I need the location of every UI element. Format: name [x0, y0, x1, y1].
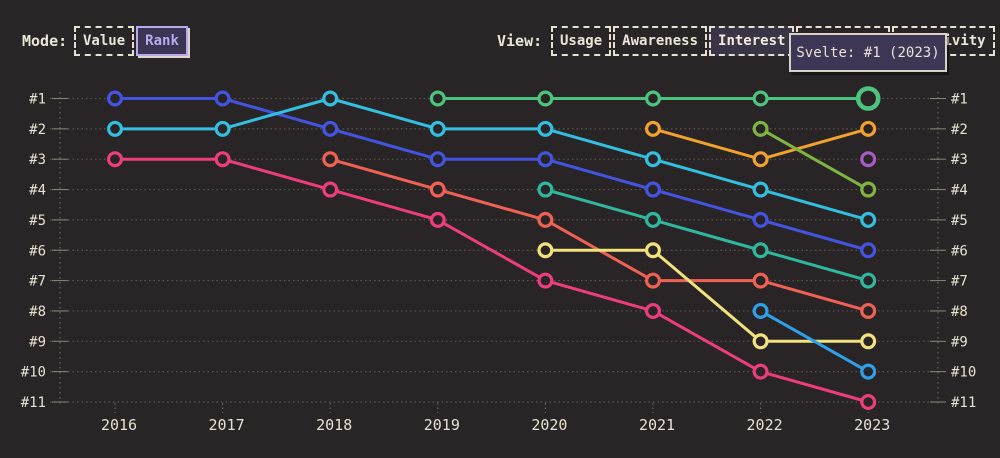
marker-teal-2022[interactable]: [752, 242, 769, 259]
rank-label-left-3: #3: [29, 152, 46, 168]
marker-cyan-2020[interactable]: [537, 120, 554, 137]
rank-label-right-9: #9: [951, 334, 968, 350]
marker-yellow-2023[interactable]: [860, 333, 877, 350]
mode-label: Mode:: [22, 32, 68, 50]
year-label-2023: 2023: [854, 416, 890, 434]
marker-cyan-2017[interactable]: [214, 120, 231, 137]
marker-blue-2016[interactable]: [106, 90, 123, 107]
series-line-salmon: [328, 157, 870, 313]
marker-blue-2017[interactable]: [214, 90, 231, 107]
rank-label-left-5: #5: [29, 213, 46, 229]
marker-salmon-2020[interactable]: [537, 211, 554, 228]
rank-label-left-6: #6: [29, 243, 46, 259]
marker-blue-2020[interactable]: [537, 151, 554, 168]
rank-label-right-11: #11: [951, 395, 976, 411]
marker-lime-2023[interactable]: [860, 181, 877, 198]
marker-salmon-2018[interactable]: [322, 151, 339, 168]
rank-label-left-1: #1: [29, 92, 46, 108]
mode-button-value[interactable]: Value: [74, 26, 135, 56]
marker-green-2021[interactable]: [644, 90, 661, 107]
view-button-awareness[interactable]: Awareness: [613, 26, 708, 56]
year-label-2020: 2020: [531, 416, 567, 434]
marker-green-2020[interactable]: [537, 90, 554, 107]
rank-label-left-7: #7: [29, 274, 46, 290]
marker-teal-2020[interactable]: [537, 181, 554, 198]
marker-salmon-2021[interactable]: [644, 272, 661, 289]
marker-blue-2018[interactable]: [322, 120, 339, 137]
view-label: View:: [497, 32, 543, 50]
marker-teal-2021[interactable]: [644, 211, 661, 228]
rank-label-left-9: #9: [29, 334, 46, 350]
marker-blue-2022[interactable]: [752, 211, 769, 228]
marker-cyan-2018[interactable]: [322, 90, 339, 107]
rank-label-right-7: #7: [951, 274, 968, 290]
rank-label-left-2: #2: [29, 122, 46, 138]
rank-label-right-2: #2: [951, 122, 968, 138]
marker-pink-2019[interactable]: [429, 211, 446, 228]
mode-button-rank[interactable]: Rank: [136, 26, 188, 56]
rank-label-left-4: #4: [29, 183, 46, 199]
marker-orange-2023[interactable]: [860, 120, 877, 137]
year-label-2019: 2019: [424, 416, 460, 434]
marker-green-2019[interactable]: [429, 90, 446, 107]
marker-cyan-2019[interactable]: [429, 120, 446, 137]
series-line-lime: [759, 127, 870, 192]
marker-blue-2019[interactable]: [429, 151, 446, 168]
marker-blue-2023[interactable]: [860, 242, 877, 259]
marker-purple-2023[interactable]: [860, 151, 877, 168]
rank-label-left-8: #8: [29, 304, 46, 320]
marker-salmon-2023[interactable]: [860, 302, 877, 319]
marker-blue-2021[interactable]: [644, 181, 661, 198]
year-label-2022: 2022: [747, 416, 783, 434]
marker-lightblue-2023[interactable]: [860, 363, 877, 380]
rank-label-right-1: #1: [951, 92, 968, 108]
marker-yellow-2022[interactable]: [752, 333, 769, 350]
rank-label-right-10: #10: [951, 365, 976, 381]
marker-pink-2018[interactable]: [322, 181, 339, 198]
series-line-teal: [543, 188, 870, 283]
rank-label-right-6: #6: [951, 243, 968, 259]
rank-label-right-3: #3: [951, 152, 968, 168]
marker-teal-2023[interactable]: [860, 272, 877, 289]
year-label-2016: 2016: [101, 416, 137, 434]
mode-toggle-group: Value Rank: [74, 26, 188, 56]
rank-label-left-11: #11: [21, 395, 46, 411]
marker-pink-2022[interactable]: [752, 363, 769, 380]
view-button-usage[interactable]: Usage: [551, 26, 612, 56]
marker-green-2022[interactable]: [752, 90, 769, 107]
marker-pink-2017[interactable]: [214, 151, 231, 168]
marker-salmon-2019[interactable]: [429, 181, 446, 198]
series-line-lightblue: [759, 309, 870, 374]
series-line-cyan: [113, 97, 870, 222]
marker-pink-2016[interactable]: [106, 151, 123, 168]
chart-tooltip-text: Svelte: #1 (2023): [796, 44, 940, 61]
marker-yellow-2020[interactable]: [537, 242, 554, 259]
rank-label-left-10: #10: [21, 365, 46, 381]
marker-cyan-2022[interactable]: [752, 181, 769, 198]
marker-pink-2020[interactable]: [537, 272, 554, 289]
marker-lightblue-2022[interactable]: [752, 302, 769, 319]
marker-pink-2021[interactable]: [644, 302, 661, 319]
marker-cyan-2016[interactable]: [106, 120, 123, 137]
series-line-blue: [113, 97, 870, 252]
highlighted-marker-green-2023[interactable]: [855, 86, 881, 111]
year-label-2021: 2021: [639, 416, 675, 434]
marker-cyan-2023[interactable]: [860, 211, 877, 228]
year-label-2018: 2018: [316, 416, 352, 434]
marker-orange-2021[interactable]: [644, 120, 661, 137]
marker-orange-2022[interactable]: [752, 151, 769, 168]
marker-cyan-2021[interactable]: [644, 151, 661, 168]
chart-tooltip: Svelte: #1 (2023): [789, 33, 947, 72]
rank-label-right-5: #5: [951, 213, 968, 229]
marker-lime-2022[interactable]: [752, 120, 769, 137]
marker-pink-2023[interactable]: [860, 394, 877, 411]
marker-yellow-2021[interactable]: [644, 242, 661, 259]
rank-label-right-8: #8: [951, 304, 968, 320]
series-line-pink: [113, 157, 870, 404]
year-label-2017: 2017: [209, 416, 245, 434]
rank-label-right-4: #4: [951, 183, 968, 199]
marker-salmon-2022[interactable]: [752, 272, 769, 289]
